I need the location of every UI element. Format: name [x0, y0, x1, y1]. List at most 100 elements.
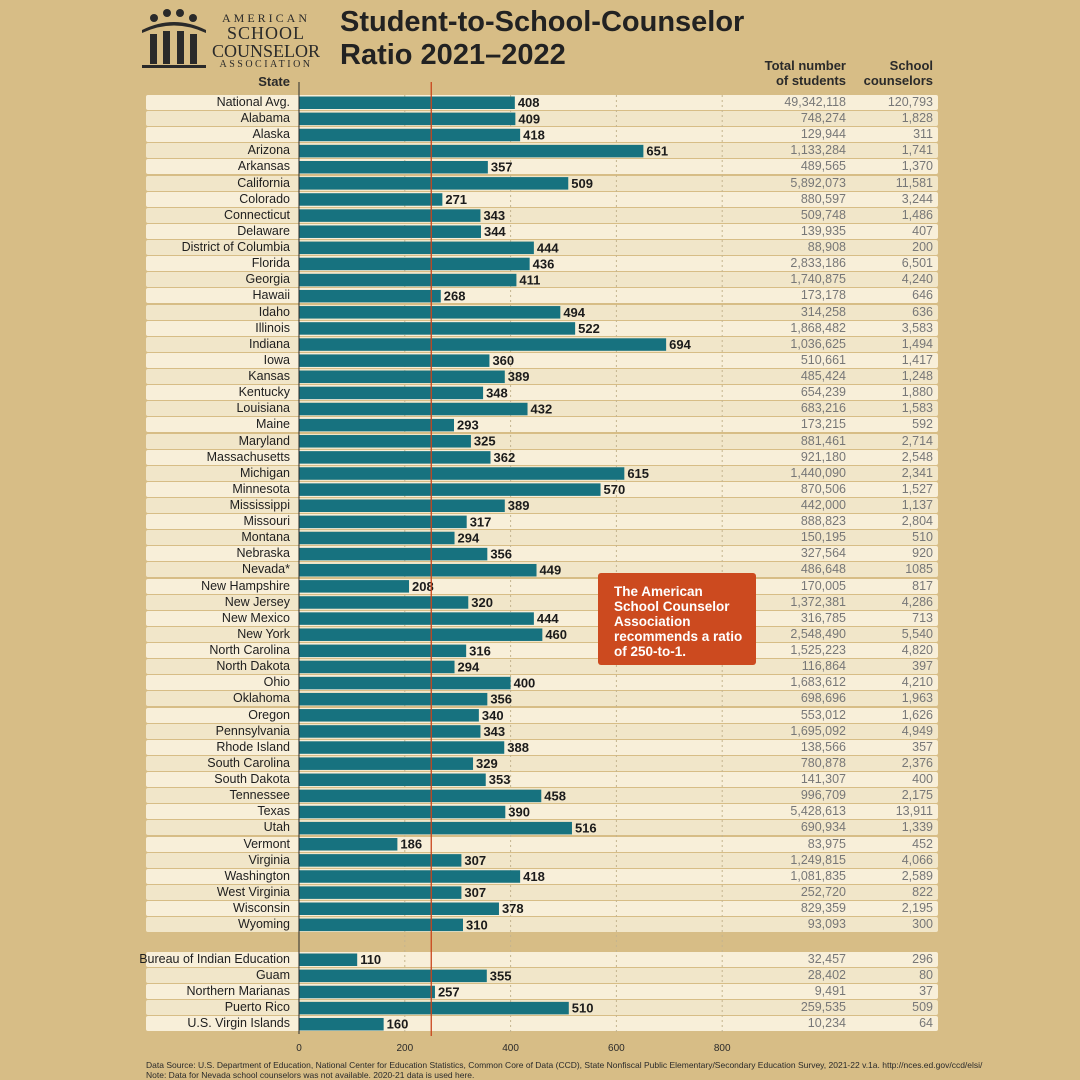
bar-value-label: 418 [523, 869, 545, 884]
bar [299, 676, 511, 690]
students-cell: 141,307 [800, 772, 846, 787]
bar-value-label: 186 [400, 837, 422, 852]
counselors-column-header: School counselors [860, 58, 933, 88]
bar-value-label: 615 [627, 466, 649, 481]
counselors-cell: 357 [912, 739, 933, 754]
state-label: Oregon [248, 707, 290, 722]
bar [299, 483, 601, 496]
bar-value-label: 257 [438, 984, 460, 999]
state-label: Massachusetts [206, 449, 290, 464]
state-label: Wisconsin [233, 901, 290, 915]
bar [299, 289, 441, 303]
students-cell: 88,908 [807, 240, 846, 255]
bar-value-label: 160 [387, 1017, 409, 1032]
state-label: Michigan [239, 465, 290, 480]
counselors-cell: 407 [912, 223, 933, 238]
bar [299, 821, 572, 835]
asca-people-icon [142, 9, 206, 68]
bar-value-label: 271 [445, 192, 467, 207]
counselors-cell: 2,804 [901, 514, 933, 529]
bar [299, 144, 644, 158]
students-cell: 1,036,625 [790, 336, 846, 351]
students-cell: 173,215 [800, 417, 846, 432]
bar [299, 547, 488, 561]
logo-text-american: AMERICAN [221, 11, 310, 25]
counselors-cell: 822 [912, 884, 933, 899]
students-header-line-1: Total number [764, 58, 846, 73]
state-label: New Jersey [224, 594, 290, 609]
state-label: North Dakota [216, 659, 290, 674]
bar [299, 354, 490, 367]
counselors-cell: 3,244 [901, 191, 933, 206]
counselors-cell: 311 [913, 127, 933, 142]
bar [299, 418, 454, 432]
students-cell: 252,720 [800, 884, 846, 899]
bar [299, 370, 505, 384]
bar [299, 515, 467, 529]
state-label: Indiana [248, 336, 290, 351]
bar [299, 918, 463, 932]
bar [299, 386, 484, 400]
students-cell: 1,695,092 [790, 723, 846, 738]
bar [299, 644, 467, 658]
students-cell: 259,535 [800, 1000, 846, 1015]
bar-value-label: 444 [537, 611, 559, 626]
state-label: Guam [255, 968, 290, 983]
state-label: Washington [224, 868, 290, 883]
bar-value-label: 378 [502, 901, 524, 916]
state-label: Louisiana [236, 401, 290, 416]
bar-value-label: 317 [470, 514, 492, 529]
bar-value-label: 494 [563, 305, 585, 320]
logo-text-school: SCHOOL [226, 23, 305, 43]
bar-value-label: 343 [483, 724, 505, 739]
students-cell: 2,833,186 [790, 256, 846, 271]
bar-value-label: 389 [508, 369, 530, 384]
students-cell: 327,564 [800, 546, 846, 561]
counselors-cell: 64 [919, 1016, 933, 1031]
state-label: Georgia [245, 272, 290, 287]
title-line-2: Ratio 2021–2022 [340, 39, 566, 71]
state-label: New Hampshire [201, 578, 290, 593]
students-cell: 170,005 [800, 578, 846, 593]
students-cell: 888,823 [800, 514, 846, 529]
students-cell: 1,440,090 [790, 465, 846, 480]
counselors-cell: 713 [912, 610, 933, 625]
bar [299, 612, 534, 625]
students-cell: 129,944 [800, 127, 846, 142]
bar [299, 402, 528, 416]
counselors-cell: 4,820 [901, 643, 933, 658]
bar [299, 580, 410, 593]
bar [299, 241, 534, 255]
students-cell: 442,000 [800, 498, 846, 512]
state-label: Maine [255, 417, 290, 432]
state-label: Arkansas [237, 159, 290, 174]
counselors-cell: 300 [912, 917, 933, 932]
state-label: Wyoming [238, 917, 290, 932]
students-cell: 829,359 [800, 901, 846, 915]
bar-value-label: 360 [492, 353, 514, 368]
state-label: New Mexico [221, 610, 290, 625]
state-label: Rhode Island [216, 739, 290, 754]
state-label: Oklahoma [233, 691, 290, 706]
bar-value-label: 110 [360, 952, 381, 967]
counselors-cell: 510 [912, 530, 933, 545]
counselors-cell: 37 [919, 984, 933, 999]
bar [299, 499, 505, 512]
counselors-cell: 397 [912, 659, 933, 674]
state-label: Missouri [243, 514, 290, 529]
students-cell: 1,249,815 [790, 852, 846, 867]
state-label: Ohio [263, 675, 290, 690]
bar-value-label: 294 [458, 530, 480, 545]
counselors-cell: 4,210 [901, 675, 933, 690]
bar-value-label: 510 [572, 1001, 594, 1016]
bar-value-label: 353 [489, 772, 511, 787]
bar-value-label: 307 [464, 853, 486, 868]
students-cell: 316,785 [800, 610, 846, 625]
logo-text-counselor: COUNSELOR [211, 41, 320, 61]
counselors-cell: 1,880 [901, 385, 933, 400]
bar [299, 870, 521, 883]
state-label: Illinois [255, 320, 290, 335]
bar [299, 741, 505, 754]
bar [299, 257, 530, 271]
students-cell: 510,661 [800, 352, 846, 367]
